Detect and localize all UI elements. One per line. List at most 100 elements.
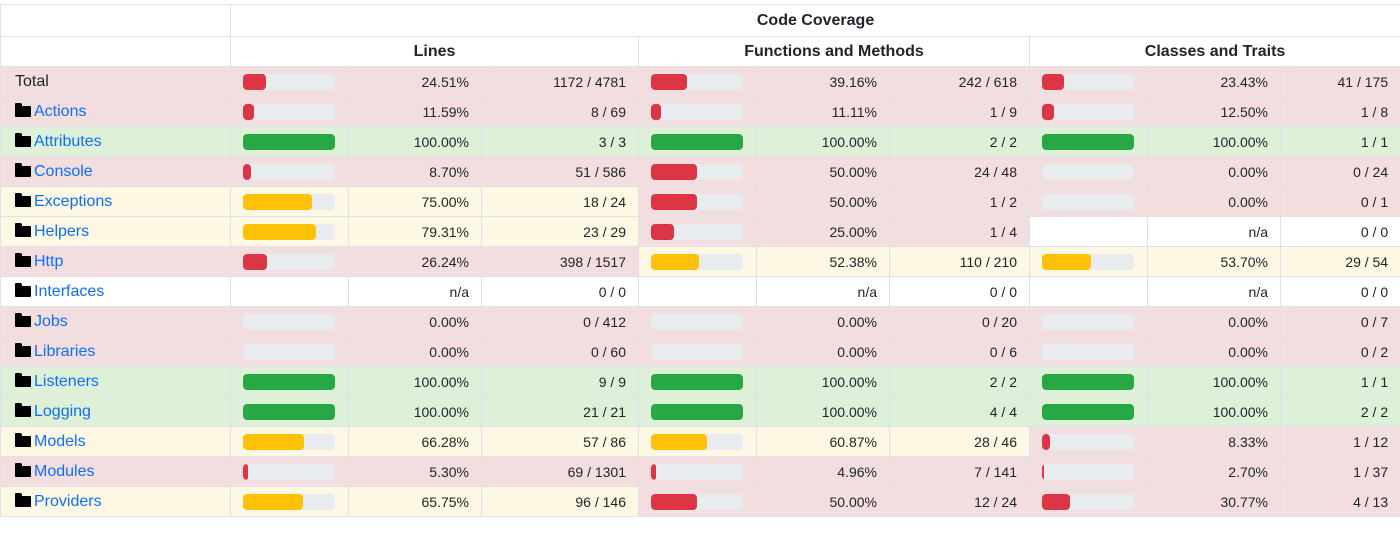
classes-percent: 0.00% [1148, 307, 1281, 337]
lines-bar-cell [231, 67, 349, 97]
directory-link[interactable]: Providers [34, 493, 102, 510]
functions-progress-fill [651, 74, 687, 90]
directory-link[interactable]: Models [34, 433, 86, 450]
lines-count: 96 / 146 [482, 487, 639, 517]
directory-link[interactable]: Http [34, 253, 63, 270]
lines-percent: 24.51% [349, 67, 482, 97]
functions-bar-cell [639, 457, 757, 487]
lines-progress-bar [243, 254, 335, 270]
coverage-table: Code Coverage Lines Functions and Method… [0, 4, 1400, 517]
classes-count: 0 / 7 [1281, 307, 1400, 337]
lines-bar-cell [231, 427, 349, 457]
functions-percent: 0.00% [757, 307, 890, 337]
classes-progress-bar [1042, 464, 1134, 480]
classes-count: 1 / 1 [1281, 127, 1400, 157]
functions-progress-fill [651, 434, 707, 450]
classes-bar-cell [1030, 187, 1148, 217]
classes-count: 1 / 8 [1281, 97, 1400, 127]
functions-progress-fill [651, 134, 743, 150]
lines-bar-cell [231, 217, 349, 247]
classes-progress-bar [1042, 134, 1134, 150]
lines-progress-fill [243, 434, 304, 450]
directory-link[interactable]: Listeners [34, 373, 99, 390]
functions-progress-fill [651, 374, 743, 390]
classes-percent: 100.00% [1148, 127, 1281, 157]
functions-bar-cell [639, 67, 757, 97]
functions-percent: 60.87% [757, 427, 890, 457]
classes-bar-cell [1030, 277, 1148, 307]
lines-progress-bar [243, 374, 335, 390]
lines-bar-cell [231, 457, 349, 487]
functions-progress-fill [651, 494, 697, 510]
classes-bar-cell [1030, 97, 1148, 127]
lines-percent: 0.00% [349, 337, 482, 367]
classes-count: 2 / 2 [1281, 397, 1400, 427]
lines-bar-cell [231, 97, 349, 127]
lines-bar-cell [231, 307, 349, 337]
directory-link[interactable]: Helpers [34, 223, 89, 240]
lines-progress-fill [243, 164, 251, 180]
classes-bar-cell [1030, 247, 1148, 277]
directory-link[interactable]: Actions [34, 103, 86, 120]
folder-icon [15, 196, 31, 207]
row-name-cell: Total [1, 67, 231, 97]
lines-header: Lines [231, 37, 639, 67]
functions-bar-cell [639, 397, 757, 427]
directory-link[interactable]: Attributes [34, 133, 102, 150]
classes-progress-bar [1042, 404, 1134, 420]
directory-link[interactable]: Exceptions [34, 193, 112, 210]
functions-bar-cell [639, 337, 757, 367]
functions-count: 0 / 20 [890, 307, 1030, 337]
directory-link[interactable]: Modules [34, 463, 94, 480]
lines-progress-fill [243, 494, 303, 510]
functions-progress-bar [651, 164, 743, 180]
classes-progress-fill [1042, 134, 1134, 150]
lines-percent: 26.24% [349, 247, 482, 277]
folder-icon [15, 316, 31, 327]
lines-progress-bar [243, 134, 335, 150]
directory-link[interactable]: Console [34, 163, 93, 180]
lines-percent: 11.59% [349, 97, 482, 127]
classes-progress-bar [1042, 164, 1134, 180]
functions-percent: 100.00% [757, 397, 890, 427]
classes-percent: 12.50% [1148, 97, 1281, 127]
lines-bar-cell [231, 157, 349, 187]
directory-link[interactable]: Logging [34, 403, 91, 420]
lines-progress-fill [243, 224, 316, 240]
classes-progress-bar [1042, 494, 1134, 510]
functions-bar-cell [639, 247, 757, 277]
lines-progress-bar [243, 314, 335, 330]
functions-count: 242 / 618 [890, 67, 1030, 97]
classes-count: 0 / 24 [1281, 157, 1400, 187]
lines-percent: 66.28% [349, 427, 482, 457]
lines-count: 57 / 86 [482, 427, 639, 457]
functions-progress-bar [651, 224, 743, 240]
functions-count: 2 / 2 [890, 367, 1030, 397]
lines-progress-bar [243, 404, 335, 420]
functions-progress-bar [651, 104, 743, 120]
functions-progress-fill [651, 404, 743, 420]
functions-count: 4 / 4 [890, 397, 1030, 427]
functions-progress-fill [651, 104, 661, 120]
directory-link[interactable]: Jobs [34, 313, 68, 330]
functions-progress-bar [651, 134, 743, 150]
functions-bar-cell [639, 277, 757, 307]
row-name-cell: Exceptions [1, 187, 231, 217]
directory-link[interactable]: Libraries [34, 343, 95, 360]
row-name-cell: Models [1, 427, 231, 457]
lines-progress-bar [243, 104, 335, 120]
classes-bar-cell [1030, 67, 1148, 97]
folder-icon [15, 346, 31, 357]
classes-bar-cell [1030, 127, 1148, 157]
functions-count: 0 / 6 [890, 337, 1030, 367]
functions-count: 1 / 4 [890, 217, 1030, 247]
directory-link[interactable]: Interfaces [34, 283, 104, 300]
folder-icon [15, 166, 31, 177]
row-name-cell: Jobs [1, 307, 231, 337]
row-name-cell: Libraries [1, 337, 231, 367]
